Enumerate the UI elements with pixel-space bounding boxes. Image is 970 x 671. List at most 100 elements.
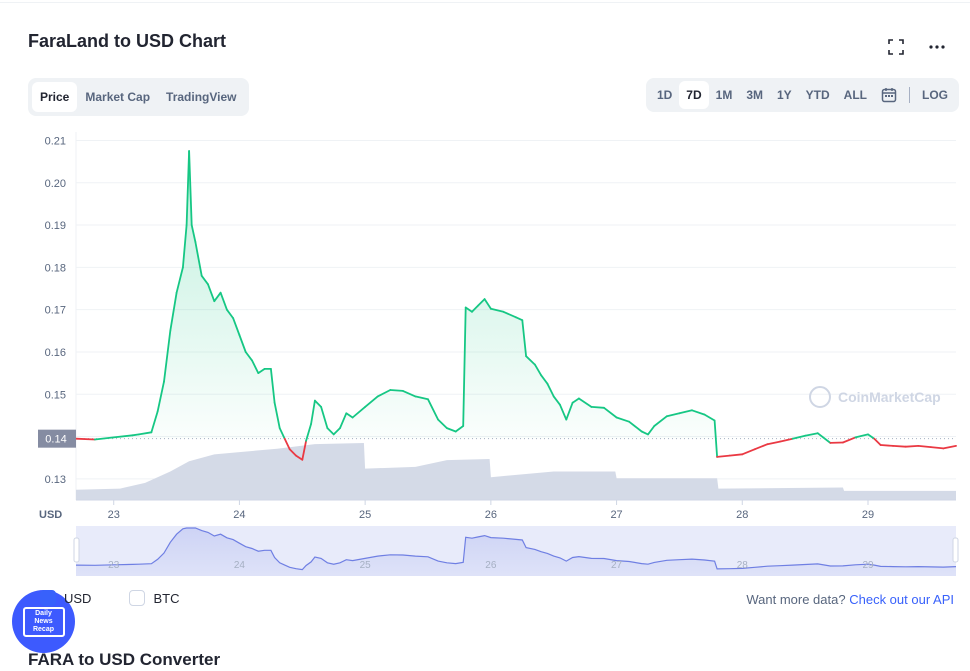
price-line-segment-up — [552, 395, 561, 406]
y-tick-label: 0.20 — [45, 178, 66, 190]
chart-type-tabs: Price Market Cap TradingView — [28, 78, 249, 116]
navigator-tick-label: 28 — [737, 560, 749, 571]
usd-checkbox[interactable] — [40, 590, 56, 606]
price-line-segment-up — [678, 409, 693, 415]
price-line-segment-down — [904, 444, 920, 448]
price-line-segment-up — [477, 298, 486, 307]
price-line-segment-up — [462, 306, 467, 427]
log-scale-button[interactable]: LOG — [922, 88, 948, 102]
tab-market-cap[interactable]: Market Cap — [85, 90, 151, 104]
price-line-segment-up — [175, 266, 184, 294]
y-tick-label: 0.19 — [45, 220, 66, 232]
price-line-segment-up — [213, 291, 222, 303]
price-area-fill — [76, 151, 956, 439]
price-line-segment-down — [301, 439, 308, 461]
navigator-tick-label: 26 — [485, 560, 497, 571]
price-line-segment-up — [364, 395, 379, 408]
price-line-segment-up — [181, 224, 188, 269]
price-line-segment-up — [332, 427, 341, 436]
price-line-segment-up — [647, 425, 656, 436]
fullscreen-icon — [888, 39, 904, 55]
api-link[interactable]: Check out our API — [849, 592, 954, 607]
price-line-segment-down — [942, 444, 957, 450]
navigator-tick-label: 25 — [360, 560, 372, 571]
price-line-segment-down — [917, 444, 932, 449]
price-line-segment-down — [930, 446, 945, 450]
time-range-selector: 1D 7D 1M 3M 1Y YTD ALL LOG — [645, 78, 959, 112]
tab-price[interactable]: Price — [32, 82, 78, 112]
price-line-segment-up — [653, 415, 668, 427]
range-divider — [909, 87, 910, 103]
navigator-line — [75, 527, 957, 571]
navigator-tick-label: 23 — [108, 560, 120, 571]
price-line-segment-up — [269, 367, 276, 404]
range-7d[interactable]: 7D — [679, 81, 709, 109]
calendar-button[interactable] — [874, 81, 904, 109]
price-line-segment-up — [483, 298, 492, 310]
price-line-segment-up — [225, 308, 235, 320]
price-chart[interactable]: 0.21 0.20 0.19 0.18 0.17 0.16 0.15 0.14 0.13 Coin… — [0, 120, 970, 585]
price-line-segment-up — [571, 397, 580, 404]
price-line-segment-down — [873, 437, 882, 446]
price-line-segment-up — [232, 317, 241, 336]
price-line-segment-up — [238, 334, 247, 353]
price-line-segment-down — [754, 443, 769, 451]
logo-line-1: Daily — [35, 609, 52, 617]
range-3m[interactable]: 3M — [746, 88, 763, 102]
btc-checkbox[interactable] — [129, 590, 146, 606]
price-line-segment-up — [244, 351, 253, 362]
price-line-segment-up — [540, 374, 549, 385]
price-line-segment-up — [376, 389, 392, 398]
range-1d[interactable]: 1D — [656, 88, 673, 102]
navigator-right-handle[interactable] — [952, 537, 959, 563]
x-tick-label: 24 — [233, 509, 245, 521]
price-line-segment-up — [313, 399, 323, 408]
price-line-segment-up — [94, 436, 115, 441]
coinmarketcap-logo-icon — [809, 386, 831, 408]
price-line-segment-down — [716, 454, 731, 458]
price-line-segment-up — [590, 405, 605, 409]
logo-line-2: News — [34, 617, 53, 625]
navigator-tick-label: 27 — [611, 560, 623, 571]
price-line-segment-up — [190, 224, 197, 243]
price-line-segment-up — [515, 316, 524, 322]
price-line-segment-up — [169, 291, 178, 332]
price-line-segment-up — [219, 291, 228, 311]
price-line-segment-up — [310, 399, 316, 425]
volume-area — [76, 443, 956, 500]
logo-film-frame: Daily News Recap — [22, 606, 65, 637]
price-line-segment-up — [273, 401, 281, 430]
price-line-segment-up — [156, 380, 165, 413]
range-ytd[interactable]: YTD — [805, 88, 830, 102]
price-line-segment-up — [137, 431, 153, 436]
navigator-area — [76, 528, 956, 576]
price-line-segment-up — [489, 307, 505, 313]
logo-line-3: Recap — [32, 625, 54, 633]
price-line-segment-up — [816, 432, 832, 444]
price-line-segment-up — [640, 430, 649, 436]
y-tick-label: 0.21 — [45, 135, 66, 147]
more-options-button[interactable] — [926, 36, 948, 58]
price-line-segment-up — [867, 433, 876, 440]
price-line-segment-up — [194, 241, 203, 277]
tab-tradingview[interactable]: TradingView — [166, 90, 237, 104]
y-tick-label: 0.16 — [45, 347, 66, 359]
current-price-tag — [38, 429, 76, 448]
api-prompt: Want more data? Check out our API — [746, 592, 954, 607]
price-line-segment-up — [565, 401, 574, 421]
fullscreen-button[interactable] — [885, 36, 907, 58]
api-prompt-text: Want more data? — [746, 592, 846, 607]
y-tick-label: 0.13 — [45, 474, 66, 486]
range-all[interactable]: ALL — [843, 88, 867, 102]
price-line-segment-down — [75, 437, 96, 441]
price-line-segment-down — [842, 436, 857, 444]
currency-legend: USD BTC — [40, 590, 179, 606]
range-1y[interactable]: 1Y — [776, 88, 792, 102]
current-price-label: 0.14 — [45, 434, 66, 446]
x-tick-label: 25 — [359, 509, 371, 521]
x-tick-label: 23 — [108, 509, 120, 521]
navigator-left-handle[interactable] — [73, 537, 80, 563]
range-1m[interactable]: 1M — [715, 88, 733, 102]
price-line-segment-up — [525, 355, 536, 366]
calendar-icon — [881, 88, 897, 103]
